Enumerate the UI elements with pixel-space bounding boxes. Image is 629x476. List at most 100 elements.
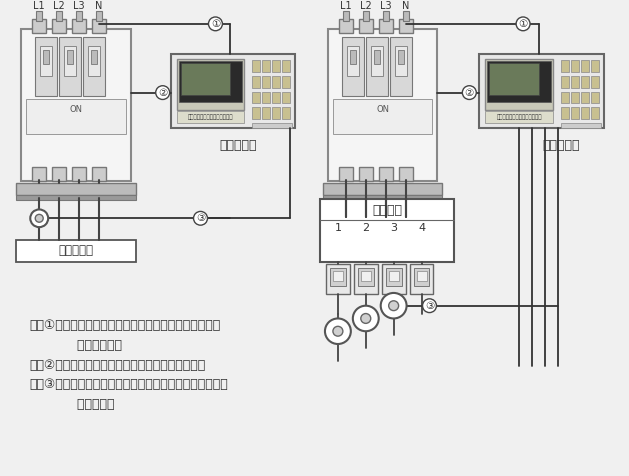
Bar <box>282 76 290 88</box>
Bar <box>561 107 569 119</box>
Text: ①: ① <box>211 19 220 29</box>
Bar <box>416 271 426 281</box>
Bar <box>354 265 378 294</box>
Bar <box>479 54 604 128</box>
Bar <box>370 47 382 76</box>
Bar <box>591 76 599 88</box>
Bar <box>399 167 413 181</box>
Bar <box>591 60 599 72</box>
Bar <box>581 76 589 88</box>
Bar <box>350 50 356 64</box>
Bar <box>76 11 82 21</box>
Bar <box>591 107 599 119</box>
Circle shape <box>381 293 406 318</box>
Bar <box>177 59 244 110</box>
Bar <box>394 47 406 76</box>
Bar <box>252 76 260 88</box>
Bar <box>485 111 553 123</box>
Bar <box>40 47 52 76</box>
Text: L3: L3 <box>380 1 391 11</box>
Circle shape <box>325 318 351 344</box>
Bar <box>91 50 97 64</box>
Bar <box>363 11 369 21</box>
Bar <box>252 123 292 128</box>
Bar <box>52 167 66 181</box>
Text: ③: ③ <box>425 301 434 311</box>
Bar <box>177 111 244 123</box>
Bar <box>330 268 346 286</box>
Bar <box>487 61 551 102</box>
Circle shape <box>156 86 170 99</box>
Text: 4: 4 <box>418 223 425 233</box>
Bar <box>382 11 389 21</box>
Bar <box>326 265 350 294</box>
Bar <box>347 47 359 76</box>
Bar <box>386 268 401 286</box>
Bar <box>413 268 430 286</box>
Bar <box>323 195 442 199</box>
Circle shape <box>333 327 343 336</box>
Bar <box>16 183 136 195</box>
Bar <box>32 167 46 181</box>
Bar <box>398 50 404 64</box>
Circle shape <box>361 314 370 323</box>
Text: ②: ② <box>158 88 167 98</box>
Bar <box>382 265 406 294</box>
Bar <box>379 167 392 181</box>
Text: L2: L2 <box>360 1 372 11</box>
Bar <box>16 240 136 261</box>
Bar <box>581 91 589 103</box>
Bar <box>403 11 409 21</box>
Bar <box>262 76 270 88</box>
Text: L2: L2 <box>53 1 65 11</box>
Bar <box>342 37 364 96</box>
Circle shape <box>35 214 43 222</box>
Bar <box>358 268 374 286</box>
Bar <box>96 11 102 21</box>
Bar <box>379 19 392 33</box>
Bar <box>67 50 73 64</box>
Text: ③: ③ <box>196 213 205 223</box>
Bar <box>272 107 280 119</box>
Circle shape <box>516 17 530 31</box>
Text: 回路②：连接在分离脱才器的控制端，实现脱才控制: 回路②：连接在分离脱才器的控制端，实现脱才控制 <box>30 359 206 372</box>
Bar <box>489 63 539 95</box>
Text: 回路③：互感器回路，将其连接在监控线路所通过的剩余电: 回路③：互感器回路，将其连接在监控线路所通过的剩余电 <box>30 378 228 391</box>
Circle shape <box>423 299 437 313</box>
Text: ②: ② <box>465 88 474 98</box>
Text: 1: 1 <box>335 223 342 233</box>
Text: L1: L1 <box>340 1 352 11</box>
Bar <box>170 54 295 128</box>
Bar <box>72 167 86 181</box>
Bar <box>282 60 290 72</box>
Text: 流互感器上: 流互感器上 <box>30 398 114 411</box>
Bar <box>561 91 569 103</box>
Bar <box>43 50 49 64</box>
Bar <box>272 91 280 103</box>
Bar <box>36 11 42 21</box>
Text: 受保护线路: 受保护线路 <box>58 244 94 257</box>
Text: 支配电气: 支配电气 <box>372 204 402 217</box>
Text: ON: ON <box>376 105 389 114</box>
Text: 剩余电流式电气火灾监控探测器: 剩余电流式电气火灾监控探测器 <box>496 114 542 120</box>
Text: ON: ON <box>70 105 82 114</box>
Bar <box>328 29 437 181</box>
Text: 剩余电流式电气火灾监控探测器: 剩余电流式电气火灾监控探测器 <box>187 114 233 120</box>
Text: 回路①：连接在配电进线端一条火线与零线之间，实现对: 回路①：连接在配电进线端一条火线与零线之间，实现对 <box>30 319 221 332</box>
Bar <box>262 60 270 72</box>
Bar <box>64 47 76 76</box>
Bar <box>252 60 260 72</box>
Bar <box>252 91 260 103</box>
Bar <box>59 37 81 96</box>
Text: N: N <box>402 1 409 11</box>
Circle shape <box>30 209 48 227</box>
Bar <box>181 63 230 95</box>
Text: ①: ① <box>518 19 528 29</box>
Bar <box>88 47 100 76</box>
Bar <box>179 61 242 102</box>
Bar <box>272 60 280 72</box>
Circle shape <box>194 211 208 225</box>
Bar <box>389 271 399 281</box>
Bar <box>262 107 270 119</box>
Bar <box>571 76 579 88</box>
